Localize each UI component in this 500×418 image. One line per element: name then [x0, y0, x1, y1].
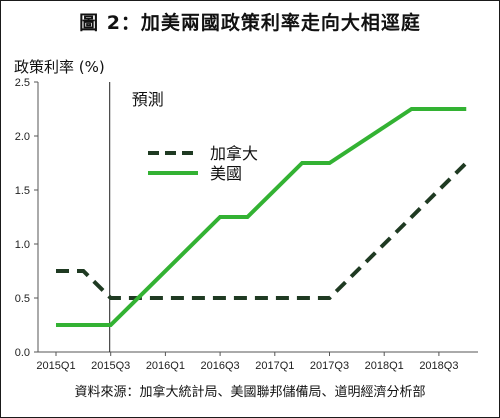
y-tick-label: 2.5 — [15, 77, 30, 89]
y-tick-label: 0.5 — [15, 293, 30, 305]
y-tick-label: 2.0 — [15, 131, 30, 143]
y-tick-label: 1.5 — [15, 185, 30, 197]
x-tick-label: 2015Q3 — [91, 360, 130, 372]
x-tick-label: 2016Q1 — [146, 360, 185, 372]
x-tick-label: 2015Q1 — [36, 360, 75, 372]
y-tick-label: 1.0 — [15, 239, 30, 251]
x-tick-labels: 2015Q1 2015Q3 2016Q1 2016Q3 2017Q1 2017Q3 2018… — [36, 352, 458, 372]
y-axis-title: 政策利率 (%) — [14, 58, 105, 76]
x-tick-label: 2016Q3 — [201, 360, 240, 372]
forecast-label: 預測 — [132, 90, 164, 109]
x-tick-label: 2017Q3 — [310, 360, 349, 372]
x-tick-label: 2017Q1 — [255, 360, 294, 372]
x-tick-label: 2018Q1 — [365, 360, 404, 372]
y-tick-labels: 0.0 0.5 1.0 1.5 2.0 2.5 — [15, 77, 38, 359]
series-line-canada — [56, 161, 468, 300]
series-lines — [56, 107, 468, 327]
series-line-us — [56, 107, 467, 327]
axes — [37, 82, 478, 353]
source-note: 資料來源：加拿大統計局、美國聯邦儲備局、道明經濟分析部 — [74, 385, 426, 400]
legend-label-canada: 加拿大 — [210, 144, 258, 163]
legend-label-us: 美國 — [210, 164, 242, 183]
forecast-annotation: 預測 — [109, 82, 164, 352]
chart-title: 圖 2：加美兩國政策利率走向大相逕庭 — [79, 12, 421, 34]
x-tick-label: 2018Q3 — [419, 360, 458, 372]
y-tick-label: 0.0 — [15, 347, 30, 359]
